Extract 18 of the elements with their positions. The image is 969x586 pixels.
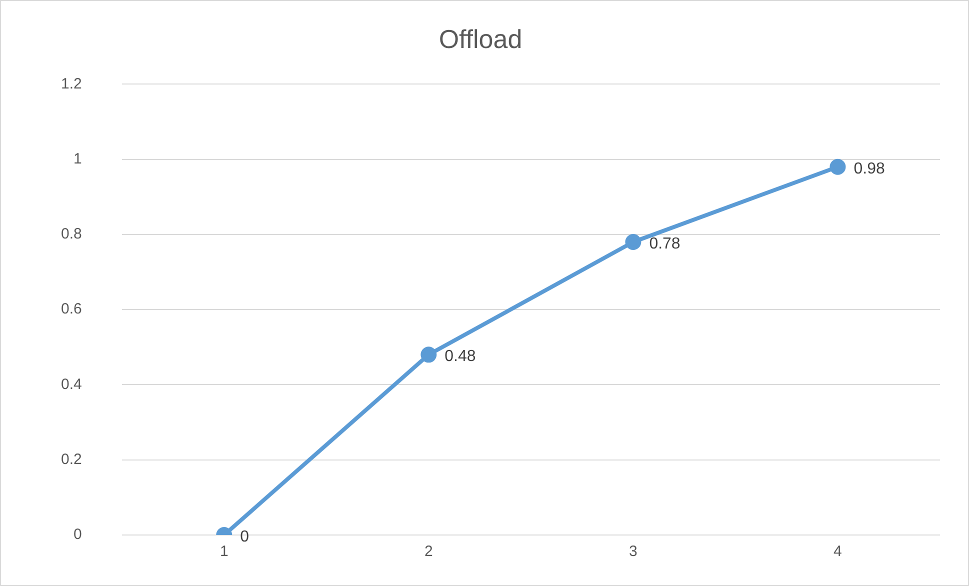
y-tick-label: 1 <box>74 150 82 168</box>
y-tick-label: 0.6 <box>60 300 82 318</box>
y-tick-label: 0 <box>74 526 82 544</box>
y-tick-label: 1.2 <box>60 75 82 92</box>
data-label: 0.98 <box>854 160 885 178</box>
data-label: 0.78 <box>649 235 680 252</box>
y-tick-label: 0.2 <box>60 451 82 468</box>
x-tick-label: 3 <box>629 543 638 560</box>
x-tick-label: 2 <box>424 543 433 560</box>
x-tick-label: 1 <box>220 543 228 560</box>
chart-title: Offload <box>438 24 522 54</box>
y-tick-label: 0.8 <box>60 226 82 243</box>
data-label: 0.48 <box>444 348 476 366</box>
y-tick-label: 0.4 <box>60 376 82 393</box>
x-tick-label: 4 <box>834 543 842 560</box>
point <box>625 234 642 250</box>
data-label: 0 <box>240 528 250 546</box>
point <box>830 158 846 175</box>
